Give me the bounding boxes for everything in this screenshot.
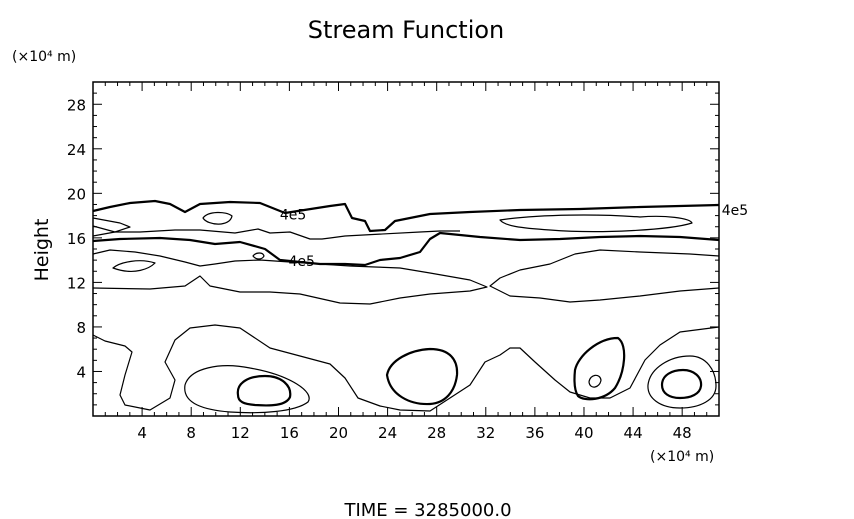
y-tick-label: 12 (67, 274, 86, 292)
y-tick-label: 24 (67, 141, 86, 159)
contour-line-mid-1 (92, 231, 720, 267)
y-tick-label: 4 (76, 363, 86, 381)
contour-line-lower-6 (588, 374, 602, 388)
x-tick-label: 28 (427, 424, 446, 442)
x-tick-label: 8 (186, 424, 196, 442)
plot-frame (92, 81, 720, 417)
y-axis-ticks: 4 8 12 16 20 24 28 (67, 92, 719, 406)
x-axis-unit: (×10⁴ m) (650, 449, 714, 465)
x-tick-label: 16 (280, 424, 299, 442)
contour-labels: 4e5 4e5 4e5 (280, 203, 748, 270)
x-tick-label: 44 (624, 424, 643, 442)
x-tick-label: 12 (231, 424, 250, 442)
x-tick-label: 40 (574, 424, 593, 442)
contour-label: 4e5 (288, 254, 314, 270)
contour-line-upper-3 (92, 225, 460, 240)
x-tick-label: 48 (673, 424, 692, 442)
x-tick-label: 24 (378, 424, 397, 442)
contour-line-mid-2 (92, 249, 488, 305)
contour-line-lower-2 (184, 365, 310, 414)
contour-line-island-c (112, 260, 156, 272)
contour-lines (92, 199, 720, 414)
contour-label: 4e5 (280, 207, 306, 223)
x-tick-label: 32 (476, 424, 495, 442)
x-tick-label: 4 (137, 424, 147, 442)
contour-line-lower-1 (92, 324, 720, 412)
y-tick-label: 16 (67, 230, 86, 248)
contour-line-lower-7 (647, 355, 717, 409)
x-axis-ticks: 4 8 12 16 20 24 28 32 36 40 44 48 (104, 82, 708, 442)
contour-line-lower-4 (385, 347, 459, 406)
contour-line-island-b (499, 214, 693, 233)
contour-line-lower-5 (573, 336, 626, 401)
contour-line-island-a (202, 211, 233, 225)
contour-label: 4e5 (722, 203, 748, 219)
contour-line-lower-3 (236, 374, 292, 407)
time-label: TIME = 3285000.0 (343, 500, 511, 519)
y-axis-unit: (×10⁴ m) (12, 49, 76, 65)
y-tick-label: 28 (67, 96, 86, 114)
y-tick-label: 20 (67, 185, 86, 203)
contour-line-upper-1 (92, 199, 720, 233)
contour-line-upper-2 (92, 217, 131, 237)
chart-title: Stream Function (308, 16, 505, 44)
x-tick-label: 36 (525, 424, 544, 442)
y-tick-label: 8 (76, 319, 86, 337)
contour-line-island-d (252, 252, 265, 260)
x-tick-label: 20 (329, 424, 348, 442)
contour-line-mid-3 (489, 249, 720, 303)
contour-line-lower-8 (660, 368, 703, 400)
y-axis-label: Height (31, 219, 53, 282)
